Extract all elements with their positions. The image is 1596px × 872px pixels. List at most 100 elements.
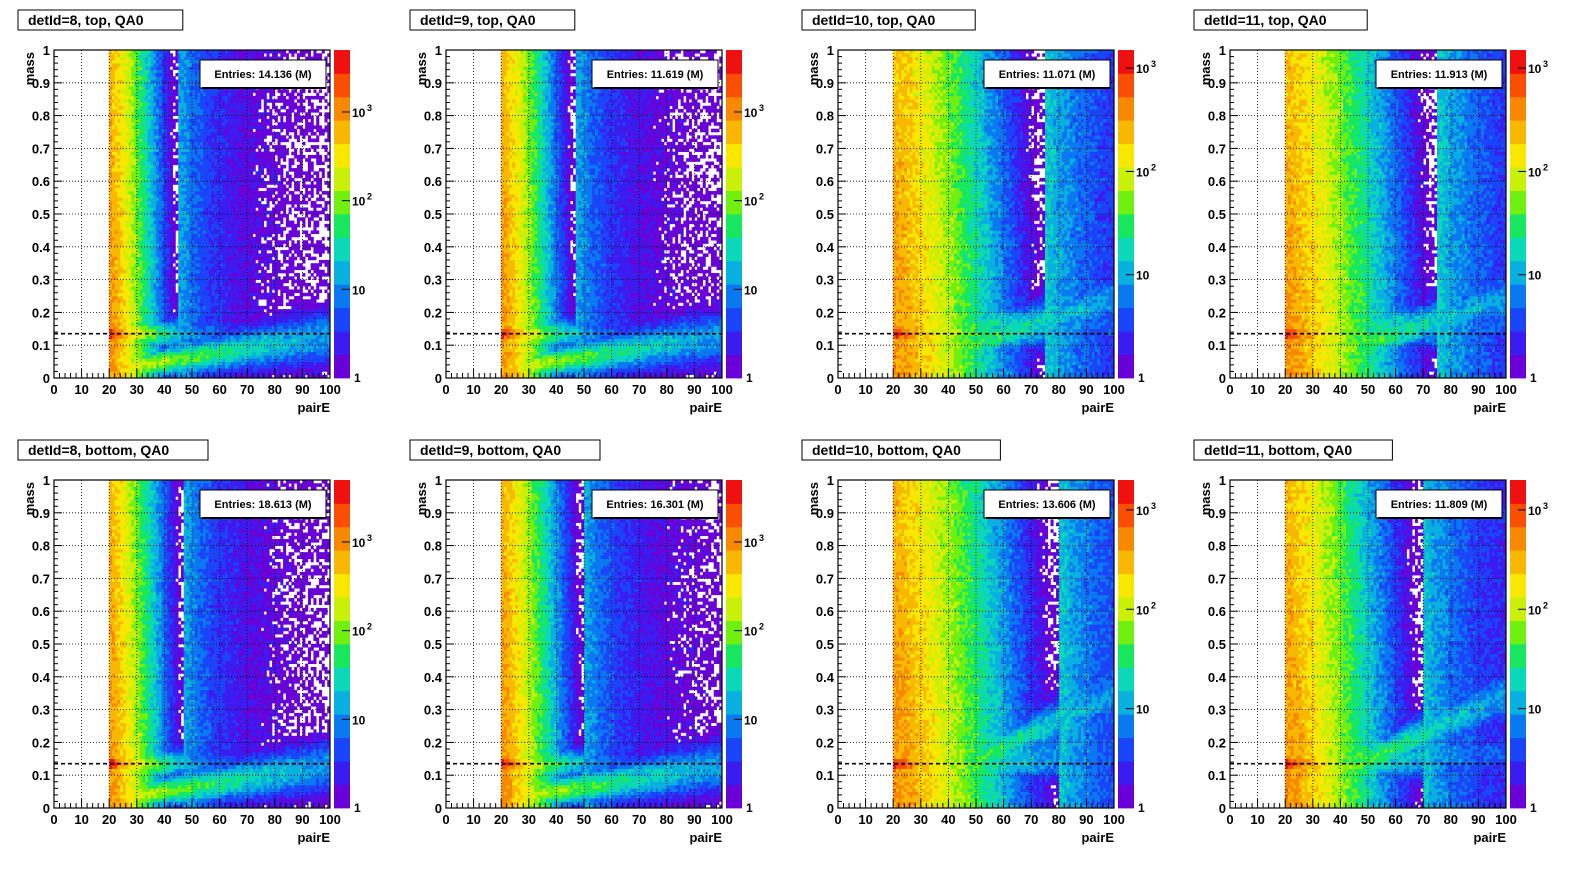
heatmap-cell — [109, 201, 112, 205]
heatmap-cell — [126, 289, 129, 293]
heatmap-cell — [115, 171, 118, 175]
heatmap-cell — [156, 352, 159, 356]
heatmap-cell — [148, 266, 151, 270]
heatmap-cell — [126, 362, 129, 366]
heatmap-cell — [117, 345, 120, 349]
heatmap-cell — [115, 194, 118, 198]
heatmap-cell — [156, 142, 159, 146]
heatmap-cell — [117, 63, 120, 67]
heatmap-cell — [120, 224, 123, 228]
heatmap-cell — [131, 355, 134, 359]
heatmap-cell — [140, 188, 143, 192]
heatmap-cell — [112, 53, 115, 57]
heatmap-cell — [129, 142, 132, 146]
heatmap-cell — [151, 345, 154, 349]
heatmap-cell — [115, 214, 118, 218]
heatmap-cell — [140, 135, 143, 139]
heatmap-cell — [145, 348, 148, 352]
heatmap-cell — [112, 217, 115, 221]
heatmap-cell — [142, 326, 145, 330]
heatmap-cell — [151, 142, 154, 146]
heatmap-cell — [126, 76, 129, 80]
heatmap-cell — [131, 339, 134, 343]
heatmap-cell — [156, 70, 159, 74]
heatmap-cell — [145, 230, 148, 234]
heatmap-cell — [148, 53, 151, 57]
heatmap-cell — [142, 198, 145, 202]
heatmap-cell — [137, 66, 140, 70]
heatmap-cell — [156, 53, 159, 57]
heatmap-cell — [109, 345, 112, 349]
heatmap-cell — [112, 230, 115, 234]
heatmap-cell — [115, 316, 118, 320]
heatmap-cell — [117, 237, 120, 241]
heatmap-cell — [117, 60, 120, 64]
heatmap-cell — [120, 221, 123, 225]
heatmap-cell — [151, 175, 154, 179]
heatmap-cell — [156, 270, 159, 274]
heatmap-cell — [131, 230, 134, 234]
heatmap-cell — [153, 227, 156, 231]
heatmap-cell — [131, 358, 134, 362]
heatmap-cell — [117, 329, 120, 333]
heatmap-cell — [131, 63, 134, 67]
heatmap-cell — [115, 122, 118, 126]
heatmap-cell — [115, 247, 118, 251]
heatmap-cell — [120, 89, 123, 93]
heatmap-cell — [123, 83, 126, 87]
heatmap-cell — [140, 60, 143, 64]
heatmap-cell — [148, 230, 151, 234]
heatmap-cell — [117, 283, 120, 287]
heatmap-cell — [120, 125, 123, 129]
heatmap-cell — [112, 273, 115, 277]
heatmap-cell — [129, 155, 132, 159]
heatmap-cell — [142, 129, 145, 133]
heatmap-cell — [112, 207, 115, 211]
heatmap-cell — [117, 257, 120, 261]
heatmap-cell — [137, 207, 140, 211]
heatmap-cell — [129, 303, 132, 307]
heatmap-cell — [153, 306, 156, 310]
heatmap-cell — [153, 70, 156, 74]
heatmap-cell — [109, 191, 112, 195]
heatmap-cell — [126, 106, 129, 110]
heatmap-cell — [145, 273, 148, 277]
heatmap-cell — [120, 60, 123, 64]
heatmap-cell — [131, 283, 134, 287]
heatmap-cell — [123, 204, 126, 208]
heatmap-cell — [126, 139, 129, 143]
heatmap-cell — [112, 102, 115, 106]
heatmap-cell — [156, 191, 159, 195]
heatmap-cell — [148, 76, 151, 80]
heatmap-cell — [120, 132, 123, 136]
heatmap-cell — [115, 152, 118, 156]
heatmap-cell — [117, 273, 120, 277]
heatmap-cell — [151, 201, 154, 205]
heatmap-cell — [117, 247, 120, 251]
heatmap-cell — [145, 326, 148, 330]
heatmap-cell — [140, 171, 143, 175]
heatmap-cell — [129, 122, 132, 126]
heatmap-cell — [148, 155, 151, 159]
heatmap-cell — [126, 355, 129, 359]
heatmap-cell — [120, 86, 123, 90]
heatmap-cell — [126, 227, 129, 231]
heatmap-cell — [115, 63, 118, 67]
heatmap-cell — [140, 83, 143, 87]
heatmap-cell — [112, 247, 115, 251]
heatmap-cell — [109, 99, 112, 103]
heatmap-cell — [153, 280, 156, 284]
heatmap-cell — [131, 217, 134, 221]
heatmap-cell — [145, 184, 148, 188]
heatmap-cell — [142, 152, 145, 156]
heatmap-cell — [151, 102, 154, 106]
heatmap-cell — [123, 237, 126, 241]
heatmap-cell — [151, 198, 154, 202]
heatmap-cell — [123, 257, 126, 261]
heatmap-cell — [109, 339, 112, 343]
heatmap-cell — [137, 57, 140, 61]
heatmap-cell — [129, 188, 132, 192]
heatmap-cell — [129, 296, 132, 300]
heatmap-cell — [140, 152, 143, 156]
heatmap-cell — [131, 83, 134, 87]
